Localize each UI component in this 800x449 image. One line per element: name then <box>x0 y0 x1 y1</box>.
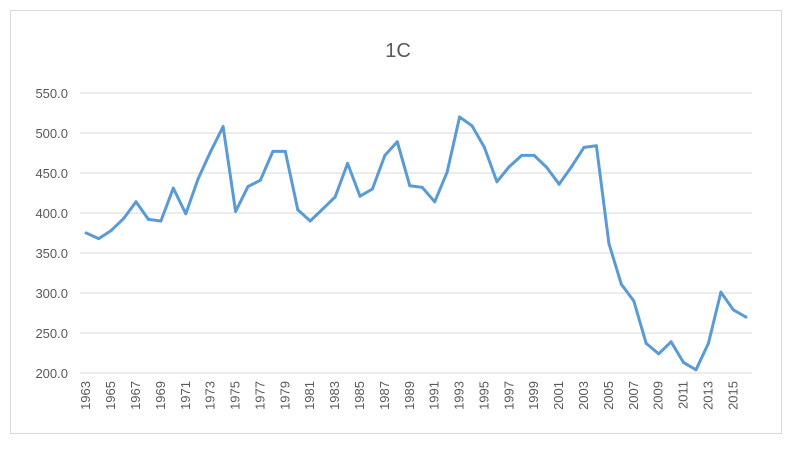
data-point <box>420 185 424 189</box>
data-point <box>433 200 437 204</box>
chart-frame <box>10 10 782 434</box>
data-point <box>582 145 586 149</box>
data-point <box>308 219 312 223</box>
data-point <box>283 149 287 153</box>
x-tick-label: 2007 <box>626 381 641 410</box>
x-tick-label: 2015 <box>725 381 740 410</box>
data-point <box>545 165 549 169</box>
x-tick-label: 2013 <box>700 381 715 410</box>
x-tick-label: 1963 <box>78 381 93 410</box>
data-point <box>731 308 735 312</box>
series-line <box>84 115 748 372</box>
y-tick-label: 200.0 <box>35 366 68 381</box>
data-point <box>657 352 661 356</box>
data-point <box>719 290 723 294</box>
data-point <box>383 153 387 157</box>
data-point <box>296 208 300 212</box>
x-tick-label: 1977 <box>252 381 267 410</box>
data-point <box>271 149 275 153</box>
x-tick-label: 1989 <box>402 381 417 410</box>
x-tick-label: 1969 <box>153 381 168 410</box>
x-tick-label: 1993 <box>452 381 467 410</box>
data-point <box>632 299 636 303</box>
data-point <box>358 194 362 198</box>
x-tick-label: 2005 <box>601 381 616 410</box>
data-point <box>196 177 200 181</box>
data-point <box>644 341 648 345</box>
x-tick-label: 1985 <box>352 381 367 410</box>
data-point <box>520 153 524 157</box>
data-point <box>458 115 462 119</box>
x-tick-label: 1983 <box>327 381 342 410</box>
data-point <box>97 237 101 241</box>
x-tick-label: 1979 <box>277 381 292 410</box>
x-tick-label: 1995 <box>476 381 491 410</box>
data-point <box>333 195 337 199</box>
data-point <box>146 217 150 221</box>
data-point <box>321 207 325 211</box>
data-point <box>395 140 399 144</box>
data-point <box>694 368 698 372</box>
data-point <box>246 185 250 189</box>
data-point <box>495 180 499 184</box>
data-point <box>109 229 113 233</box>
x-tick-label: 1997 <box>501 381 516 410</box>
x-tick-label: 1975 <box>228 381 243 410</box>
data-point <box>346 161 350 165</box>
x-tick-label: 1973 <box>203 381 218 410</box>
y-tick-label: 400.0 <box>35 206 68 221</box>
data-point <box>619 282 623 286</box>
data-point <box>607 241 611 245</box>
y-tick-label: 300.0 <box>35 286 68 301</box>
data-point <box>482 145 486 149</box>
x-tick-label: 1991 <box>427 381 442 410</box>
data-point <box>669 340 673 344</box>
y-tick-label: 550.0 <box>35 86 68 101</box>
data-point <box>84 231 88 235</box>
data-point <box>570 165 574 169</box>
data-point <box>184 212 188 216</box>
data-point <box>445 170 449 174</box>
y-tick-label: 250.0 <box>35 326 68 341</box>
x-tick-label: 2009 <box>651 381 666 410</box>
data-point <box>470 124 474 128</box>
data-point <box>532 153 536 157</box>
data-point <box>171 186 175 190</box>
chart-title: 1C <box>385 40 411 62</box>
x-tick-label: 1967 <box>128 381 143 410</box>
data-point <box>408 184 412 188</box>
x-tick-label: 1965 <box>103 381 118 410</box>
data-point <box>122 217 126 221</box>
x-tick-label: 2001 <box>551 381 566 410</box>
data-point <box>682 361 686 365</box>
x-tick-label: 1987 <box>377 381 392 410</box>
data-point <box>221 125 225 129</box>
data-point <box>134 200 138 204</box>
data-point <box>209 149 213 153</box>
y-tick-label: 450.0 <box>35 166 68 181</box>
data-point <box>370 187 374 191</box>
x-tick-label: 1981 <box>302 381 317 410</box>
data-point <box>258 178 262 182</box>
data-point <box>557 182 561 186</box>
x-tick-label: 1971 <box>178 381 193 410</box>
data-point <box>159 219 163 223</box>
data-point <box>594 144 598 148</box>
x-tick-label: 2011 <box>676 381 691 409</box>
y-tick-label: 350.0 <box>35 246 68 261</box>
data-point <box>234 209 238 213</box>
x-tick-label: 2003 <box>576 381 591 410</box>
y-tick-label: 500.0 <box>35 126 68 141</box>
data-point <box>507 165 511 169</box>
data-point <box>744 315 748 319</box>
x-tick-label: 1999 <box>526 381 541 410</box>
data-point <box>706 341 710 345</box>
